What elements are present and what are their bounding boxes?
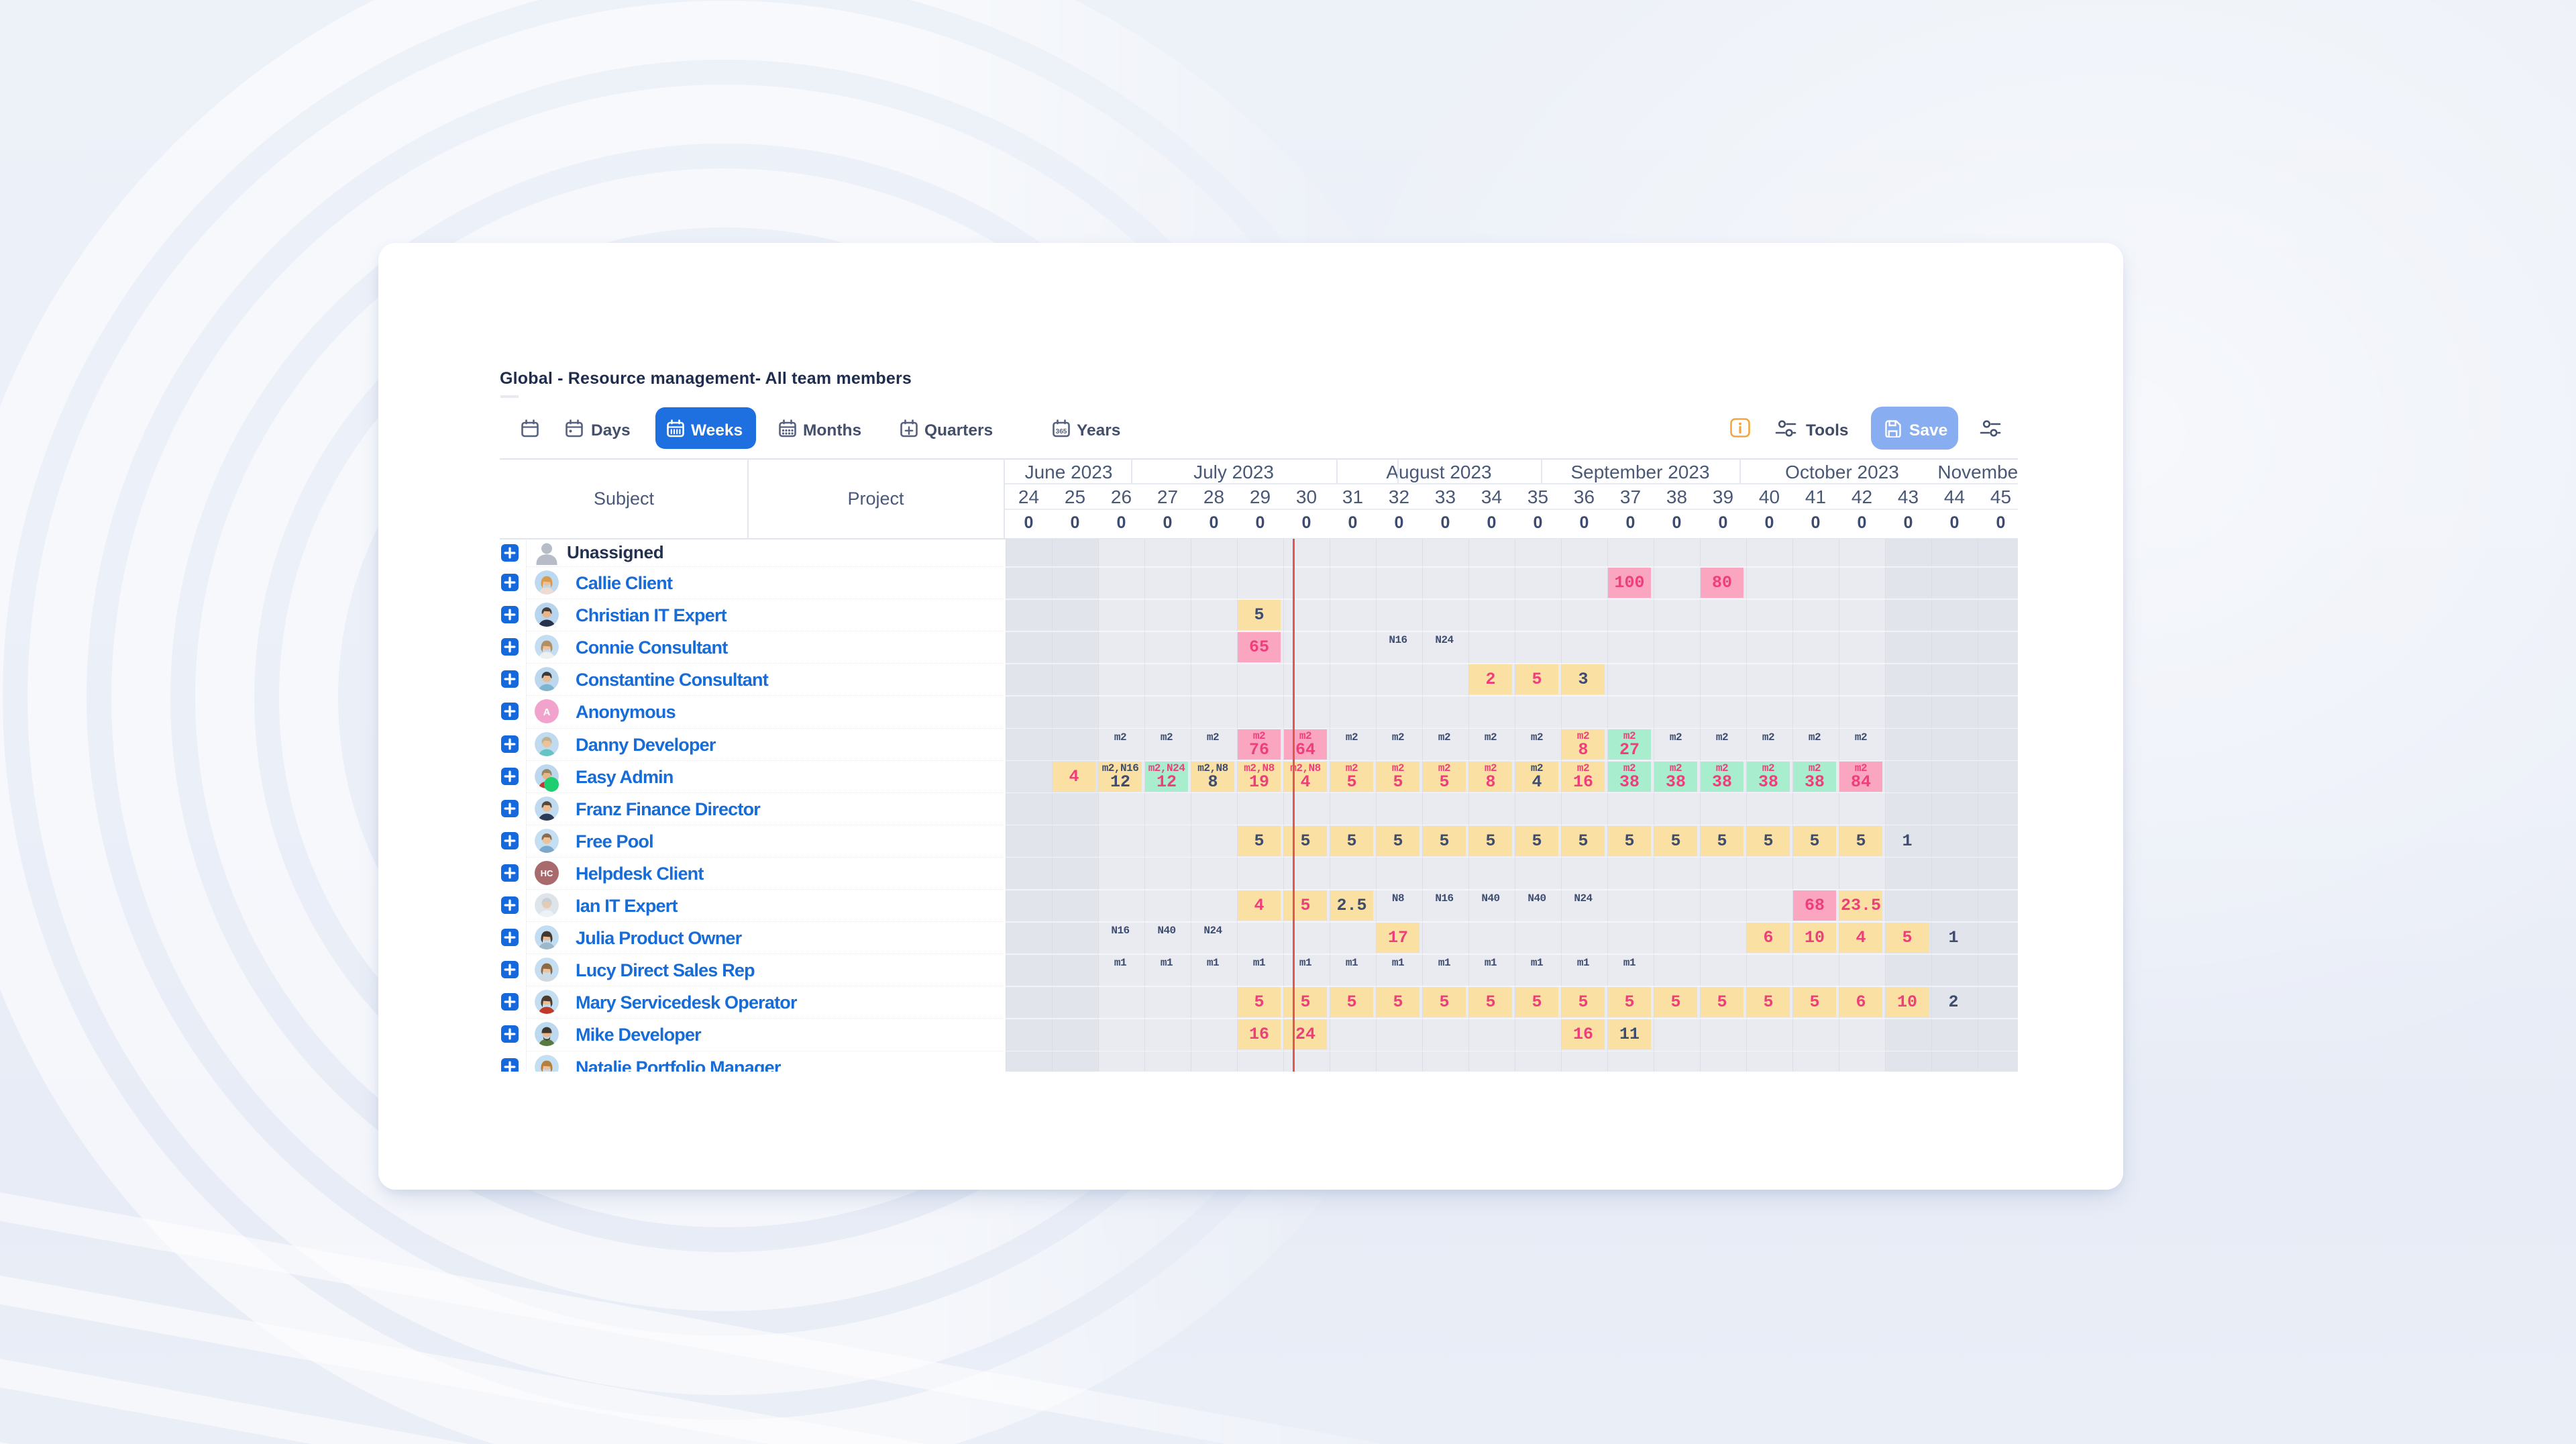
svg-text:HC: HC	[541, 868, 553, 878]
svg-text:365: 365	[1056, 428, 1067, 435]
svg-text:A: A	[543, 707, 551, 718]
